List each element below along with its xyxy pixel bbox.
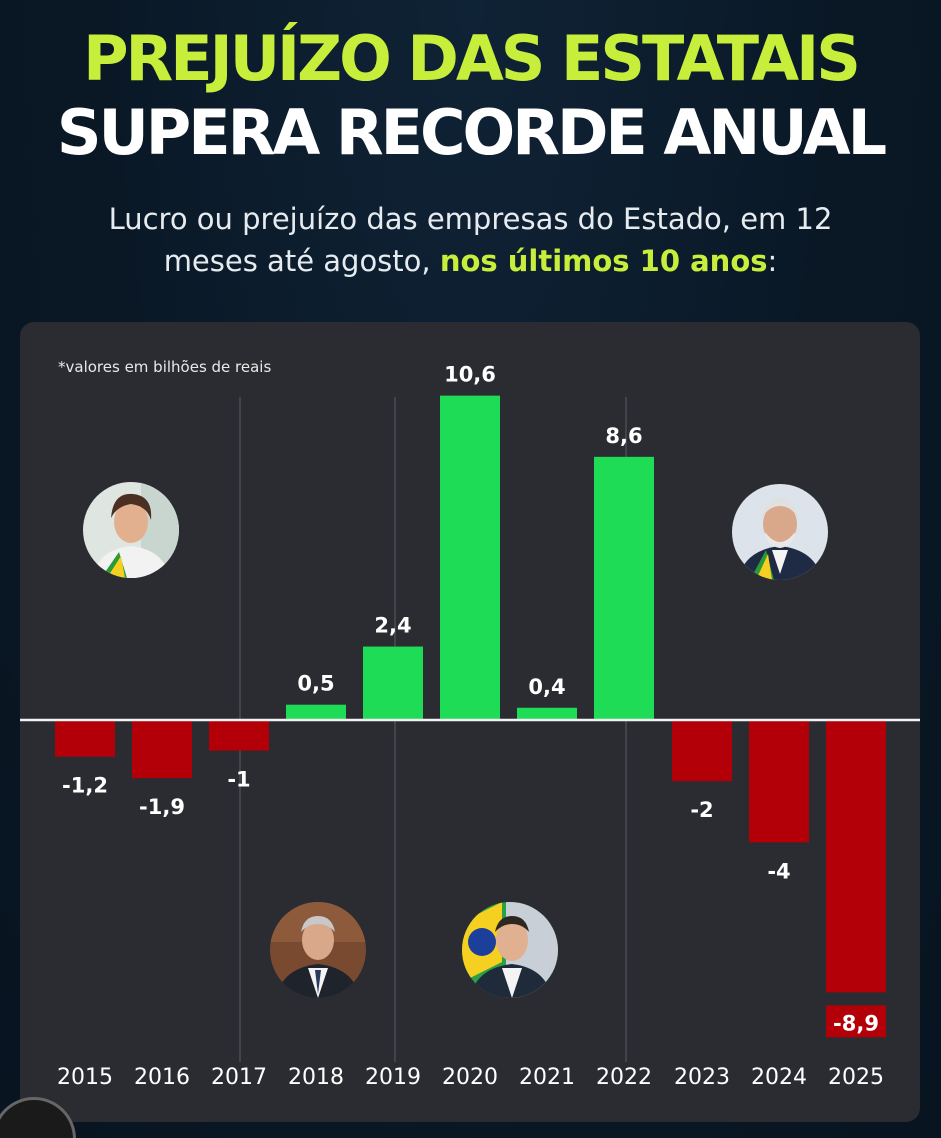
bar-2023 xyxy=(672,720,732,782)
value-label-2024: -4 xyxy=(767,859,790,883)
value-label-2015: -1,2 xyxy=(62,774,108,798)
year-label-2021: 2021 xyxy=(519,1065,575,1090)
year-label-2023: 2023 xyxy=(674,1065,730,1090)
bar-2017 xyxy=(209,720,269,751)
subtitle-line-1: Lucro ou prejuízo das empresas do Estado… xyxy=(108,202,833,236)
value-label-2018: 0,5 xyxy=(297,672,334,696)
value-label-2017: -1 xyxy=(227,768,250,792)
bar-2016 xyxy=(132,720,192,779)
year-label-2019: 2019 xyxy=(365,1065,421,1090)
lula-avatar xyxy=(732,484,828,580)
value-label-2022: 8,6 xyxy=(605,424,642,448)
bar-2021 xyxy=(517,707,577,720)
bar-2022 xyxy=(594,456,654,720)
value-label-2021: 0,4 xyxy=(528,675,565,699)
year-label-2015: 2015 xyxy=(57,1065,113,1090)
value-label-bg-2025 xyxy=(826,1005,886,1038)
corner-overlay-button[interactable] xyxy=(0,1097,76,1138)
title-line-2: SUPERA RECORDE ANUAL xyxy=(56,96,887,169)
year-label-2022: 2022 xyxy=(596,1065,652,1090)
value-label-2019: 2,4 xyxy=(374,614,411,638)
year-label-2016: 2016 xyxy=(134,1065,190,1090)
year-label-2024: 2024 xyxy=(751,1065,807,1090)
bar-2018 xyxy=(286,704,346,720)
bar-2015 xyxy=(55,720,115,757)
bar-2024 xyxy=(749,720,809,843)
subtitle-line-2: meses até agosto, xyxy=(163,244,440,278)
subtitle: Lucro ou prejuízo das empresas do Estado… xyxy=(0,198,941,282)
bar-2025 xyxy=(826,720,886,993)
value-label-2025: -8,9 xyxy=(833,1011,879,1035)
value-label-2016: -1,9 xyxy=(139,795,185,819)
bolsonaro-avatar xyxy=(462,902,558,998)
year-label-2017: 2017 xyxy=(211,1065,267,1090)
dilma-avatar xyxy=(83,482,179,578)
chart-panel: -1,2 2015 -1,9 2016 -1 2017 0,5 2018 2,4 2019 10,6… xyxy=(20,322,920,1122)
bar-2020 xyxy=(440,395,500,720)
subtitle-colon: : xyxy=(767,244,778,278)
bar-2019 xyxy=(363,646,423,720)
value-label-2023: -2 xyxy=(690,798,713,822)
temer-avatar xyxy=(270,902,366,998)
year-label-2025: 2025 xyxy=(828,1065,884,1090)
bar-chart: -1,2 2015 -1,9 2016 -1 2017 0,5 2018 2,4 2019 10,6… xyxy=(20,363,920,1090)
year-label-2018: 2018 xyxy=(288,1065,344,1090)
value-label-2020: 10,6 xyxy=(444,363,496,387)
year-label-2020: 2020 xyxy=(442,1065,498,1090)
subtitle-highlight: nos últimos 10 anos xyxy=(439,244,768,278)
title-line-1: PREJUÍZO DAS ESTATAIS xyxy=(83,22,861,95)
units-note: *valores em bilhões de reais xyxy=(58,358,272,376)
